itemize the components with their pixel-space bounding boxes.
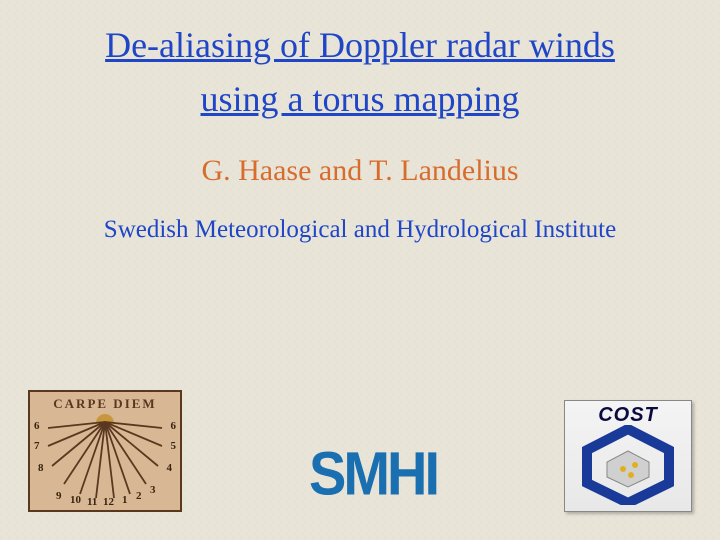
sundial-num: 1 [122, 494, 128, 506]
carpe-diem-logo: CARPE DIEM 6 7 8 9 10 11 12 1 [28, 390, 182, 512]
authors: G. Haase and T. Landelius [0, 154, 720, 188]
sundial-num: 10 [70, 494, 81, 506]
sundial-num: 6 [171, 420, 177, 432]
sundial-rays-icon [30, 392, 180, 510]
sundial-num: 2 [136, 490, 142, 502]
sundial-num: 6 [34, 420, 40, 432]
sundial-num: 5 [171, 440, 177, 452]
title-line-1: De-aliasing of Doppler radar winds [105, 25, 615, 65]
title-line-2: using a torus mapping [201, 79, 520, 119]
cost-hex-icon [577, 425, 679, 505]
sundial-num: 11 [87, 496, 97, 508]
sundial-num: 3 [150, 484, 156, 496]
logo-row: CARPE DIEM 6 7 8 9 10 11 12 1 [0, 390, 720, 512]
sundial-num: 7 [34, 440, 40, 452]
sundial-num: 8 [38, 462, 44, 474]
sundial-num: 9 [56, 490, 62, 502]
slide-title: De-aliasing of Doppler radar winds using… [0, 0, 720, 126]
sundial-num: 12 [103, 496, 114, 508]
cost-logo: COST [564, 400, 692, 512]
sundial-num: 4 [167, 462, 173, 474]
institute: Swedish Meteorological and Hydrological … [0, 216, 720, 244]
smhi-logo: SMHI [309, 437, 437, 515]
cost-label: COST [565, 404, 691, 427]
